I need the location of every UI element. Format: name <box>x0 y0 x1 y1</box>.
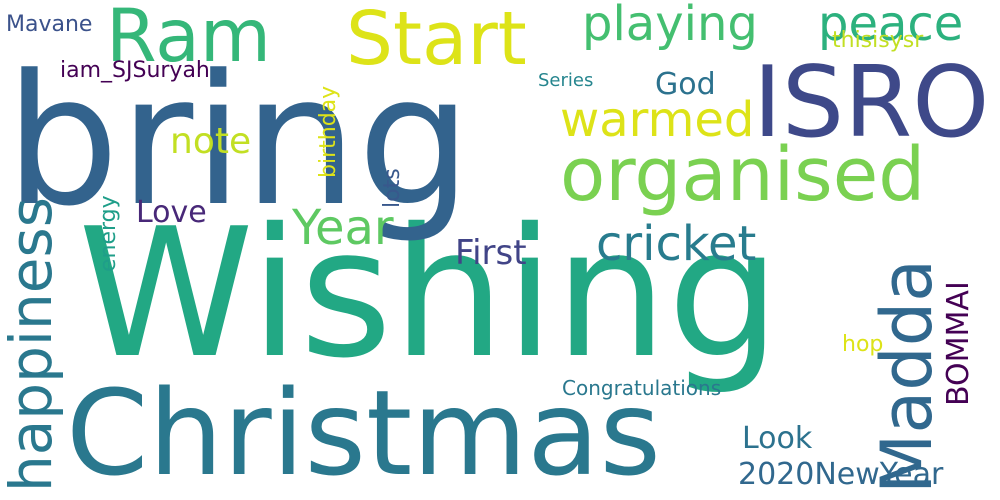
word-thisisysr: thisisysr <box>832 28 924 53</box>
word-congratulations: Congratulations <box>562 376 722 400</box>
word-note: note <box>170 121 252 162</box>
word-isro: ISRO <box>753 46 990 160</box>
word-bring: bring <box>5 37 472 246</box>
word-iam-sjsuryah: iam_SJSuryah <box>60 58 210 83</box>
word-love: Love <box>136 195 207 230</box>
word-lots: lots <box>380 168 405 208</box>
word-birthday: birthday <box>316 85 341 178</box>
word-cricket: cricket <box>596 216 757 272</box>
word-warmed: warmed <box>560 92 755 148</box>
word-start: Start <box>346 0 527 82</box>
word-christmas: Christmas <box>66 364 661 500</box>
word-god: God <box>655 67 716 102</box>
word-peace: peace <box>818 0 964 52</box>
word-ram: Ram <box>106 0 271 79</box>
word-2020newyear: 2020NewYear <box>738 457 944 492</box>
word-playing: playing <box>582 0 758 52</box>
word-hop: hop <box>842 332 884 357</box>
word-look: Look <box>742 421 813 456</box>
word-organised: organised <box>560 132 926 218</box>
word-happiness: happiness <box>0 197 65 492</box>
word-energy: energy <box>96 195 121 272</box>
word-wishing: Wishing <box>78 190 781 397</box>
word-series: Series <box>538 70 594 91</box>
word-mavane: Mavane <box>6 12 93 37</box>
word-bommai: BOMMAI <box>941 281 976 406</box>
word-year: Year <box>292 200 394 256</box>
word-first: First <box>455 233 527 273</box>
